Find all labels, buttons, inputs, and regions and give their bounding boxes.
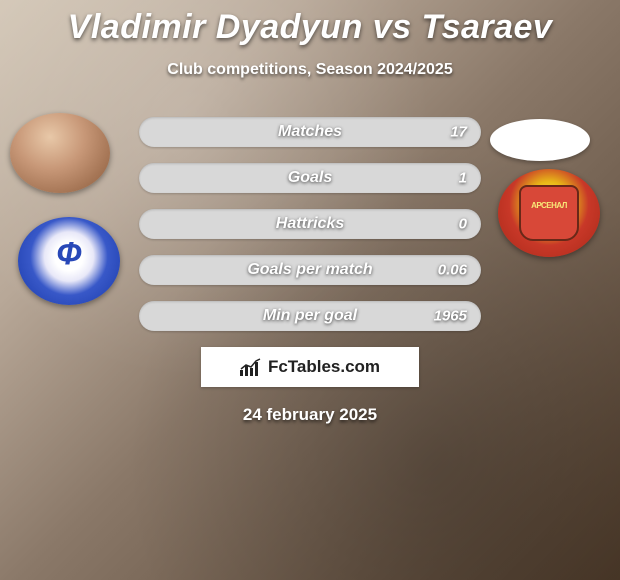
- team-logo-left-letter: Ф: [57, 235, 82, 272]
- stat-row: Min per goal 1965: [139, 301, 481, 331]
- stat-label: Matches: [278, 123, 342, 141]
- team-logo-left: Ф: [18, 217, 120, 305]
- stat-value-right: 0: [459, 216, 467, 233]
- stat-value-right: 17: [450, 124, 467, 141]
- stats-bars: Matches 17 Goals 1 Hattricks 0 Goals per…: [139, 117, 481, 331]
- team-logo-right: АРСЕНАЛ: [498, 169, 600, 257]
- stat-label: Goals: [288, 169, 332, 187]
- page-title: Vladimir Dyadyun vs Tsaraev: [0, 8, 620, 47]
- brand-label: FcTables.com: [268, 357, 380, 377]
- stat-row: Goals 1: [139, 163, 481, 193]
- stat-row: Goals per match 0.06: [139, 255, 481, 285]
- stat-row: Hattricks 0: [139, 209, 481, 239]
- stat-label: Hattricks: [276, 215, 344, 233]
- subtitle: Club competitions, Season 2024/2025: [0, 61, 620, 79]
- crest-label: АРСЕНАЛ: [531, 201, 567, 210]
- brand-box: FcTables.com: [201, 347, 419, 387]
- player-photo-right-placeholder: [490, 119, 590, 161]
- stats-area: Ф АРСЕНАЛ Matches 17 Goals 1 Hattricks 0: [0, 117, 620, 425]
- stat-label: Min per goal: [263, 307, 357, 325]
- player-photo-left: [10, 113, 110, 193]
- chart-icon: [240, 358, 262, 376]
- stat-value-right: 0.06: [438, 262, 467, 279]
- crest-icon: АРСЕНАЛ: [519, 185, 579, 241]
- stat-row: Matches 17: [139, 117, 481, 147]
- date-label: 24 february 2025: [0, 405, 620, 425]
- stat-label: Goals per match: [247, 261, 372, 279]
- stat-value-right: 1965: [434, 308, 467, 325]
- stat-value-right: 1: [459, 170, 467, 187]
